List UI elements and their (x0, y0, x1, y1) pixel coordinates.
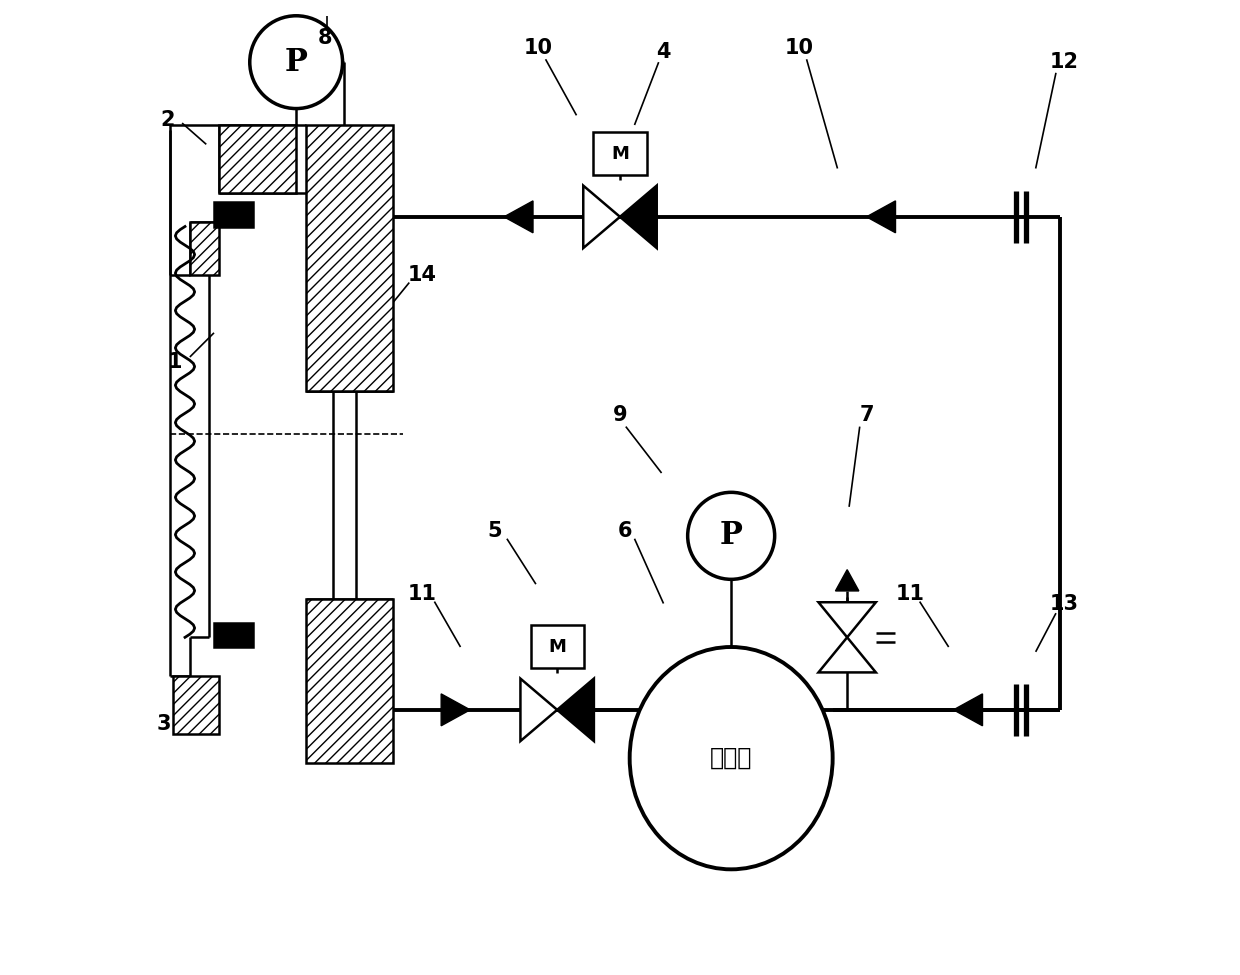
Polygon shape (818, 638, 875, 673)
Polygon shape (557, 679, 594, 741)
Circle shape (249, 16, 342, 108)
Bar (218, 125, 296, 193)
Bar (215, 203, 253, 226)
Bar (190, 221, 218, 275)
Text: 3: 3 (156, 715, 171, 734)
Text: M: M (548, 638, 567, 655)
Text: 13: 13 (1050, 594, 1079, 613)
Ellipse shape (630, 647, 833, 870)
Text: 11: 11 (407, 584, 436, 604)
Text: P: P (285, 47, 308, 78)
Bar (218, 125, 296, 193)
Bar (215, 623, 253, 647)
Circle shape (688, 492, 775, 579)
Text: 7: 7 (859, 405, 874, 425)
Text: 8: 8 (317, 28, 332, 48)
Polygon shape (521, 679, 557, 741)
Text: 10: 10 (785, 38, 813, 58)
Polygon shape (818, 603, 875, 638)
Text: P: P (719, 521, 743, 551)
Polygon shape (441, 694, 470, 725)
Text: 9: 9 (613, 405, 627, 425)
Text: 12: 12 (1050, 53, 1079, 72)
Text: 14: 14 (407, 265, 436, 285)
Text: 6: 6 (618, 521, 632, 541)
Polygon shape (620, 185, 657, 248)
Text: M: M (611, 144, 629, 163)
Text: 5: 5 (487, 521, 502, 541)
Text: 11: 11 (895, 584, 925, 604)
Bar (531, 625, 584, 668)
Text: 稳压罐: 稳压罐 (711, 746, 753, 770)
Bar (594, 132, 646, 176)
Bar (190, 221, 218, 275)
Bar (174, 676, 218, 734)
Text: 1: 1 (169, 352, 182, 371)
Bar (306, 125, 393, 391)
Bar (306, 125, 393, 391)
Polygon shape (867, 201, 895, 233)
Bar (306, 599, 393, 763)
Bar (306, 599, 393, 763)
Text: 2: 2 (160, 110, 175, 131)
Text: 10: 10 (523, 38, 552, 58)
Text: 4: 4 (656, 43, 671, 62)
Bar (174, 676, 218, 734)
Polygon shape (836, 569, 859, 591)
Polygon shape (583, 185, 620, 248)
Polygon shape (954, 694, 982, 725)
Polygon shape (503, 201, 533, 233)
